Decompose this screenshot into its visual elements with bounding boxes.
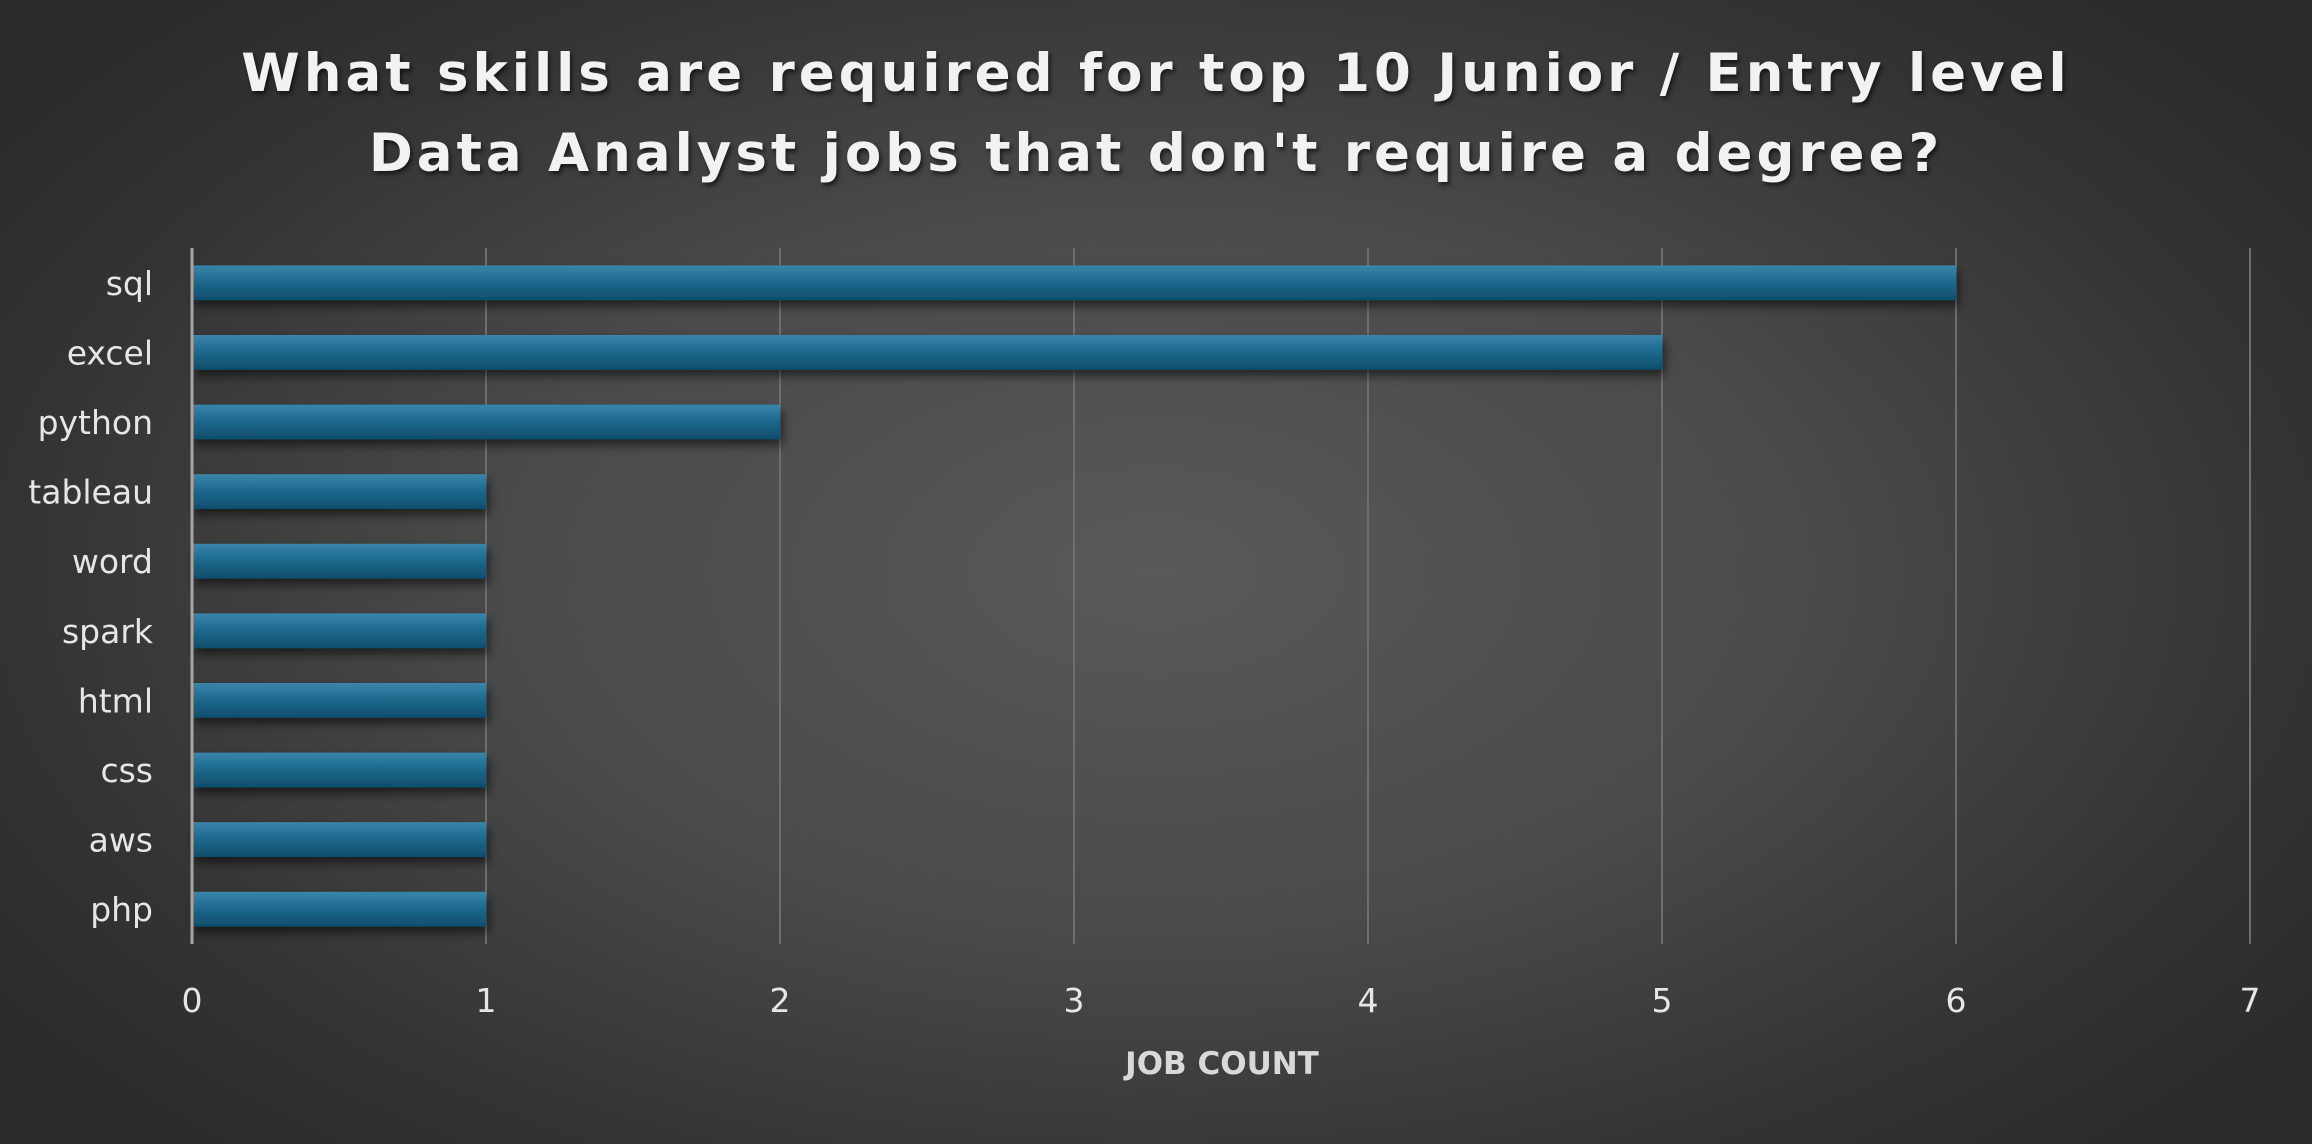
bar-sql bbox=[192, 265, 1956, 301]
x-tick-label-1: 1 bbox=[476, 981, 497, 1020]
x-tick-label-4: 4 bbox=[1358, 981, 1379, 1020]
bar-excel bbox=[192, 335, 1662, 370]
x-axis-title: JOB COUNT bbox=[1123, 1046, 1319, 1082]
y-tick-label-tableau: tableau bbox=[28, 473, 153, 512]
bar-css bbox=[192, 752, 486, 788]
bar-python bbox=[192, 404, 780, 440]
bar-spark bbox=[192, 613, 486, 649]
y-tick-label-spark: spark bbox=[62, 612, 154, 651]
bar-word bbox=[192, 543, 486, 579]
y-tick-label-excel: excel bbox=[67, 333, 153, 372]
bar-html bbox=[192, 683, 486, 718]
y-tick-label-sql: sql bbox=[106, 264, 153, 303]
y-tick-label-css: css bbox=[100, 751, 153, 790]
chart-title: What skills are required for top 10 Juni… bbox=[241, 43, 2071, 184]
y-tick-label-word: word bbox=[72, 542, 153, 581]
bars bbox=[192, 265, 1956, 927]
tick-labels: 0 1 2 3 4 5 6 7 sql excel python tableau word spark ht… bbox=[28, 264, 2260, 1020]
x-tick-label-0: 0 bbox=[182, 981, 203, 1020]
x-tick-label-3: 3 bbox=[1064, 981, 1085, 1020]
x-tick-label-5: 5 bbox=[1652, 981, 1673, 1020]
bar-tableau bbox=[192, 474, 486, 509]
bar-aws bbox=[192, 822, 486, 857]
x-tick-label-7: 7 bbox=[2240, 981, 2261, 1020]
x-tick-label-6: 6 bbox=[1946, 981, 1967, 1020]
bar-php bbox=[192, 891, 486, 927]
y-tick-label-aws: aws bbox=[89, 821, 153, 860]
y-tick-label-php: php bbox=[90, 890, 153, 929]
y-tick-label-python: python bbox=[38, 403, 153, 442]
x-tick-label-2: 2 bbox=[770, 981, 791, 1020]
y-tick-label-html: html bbox=[78, 681, 153, 720]
